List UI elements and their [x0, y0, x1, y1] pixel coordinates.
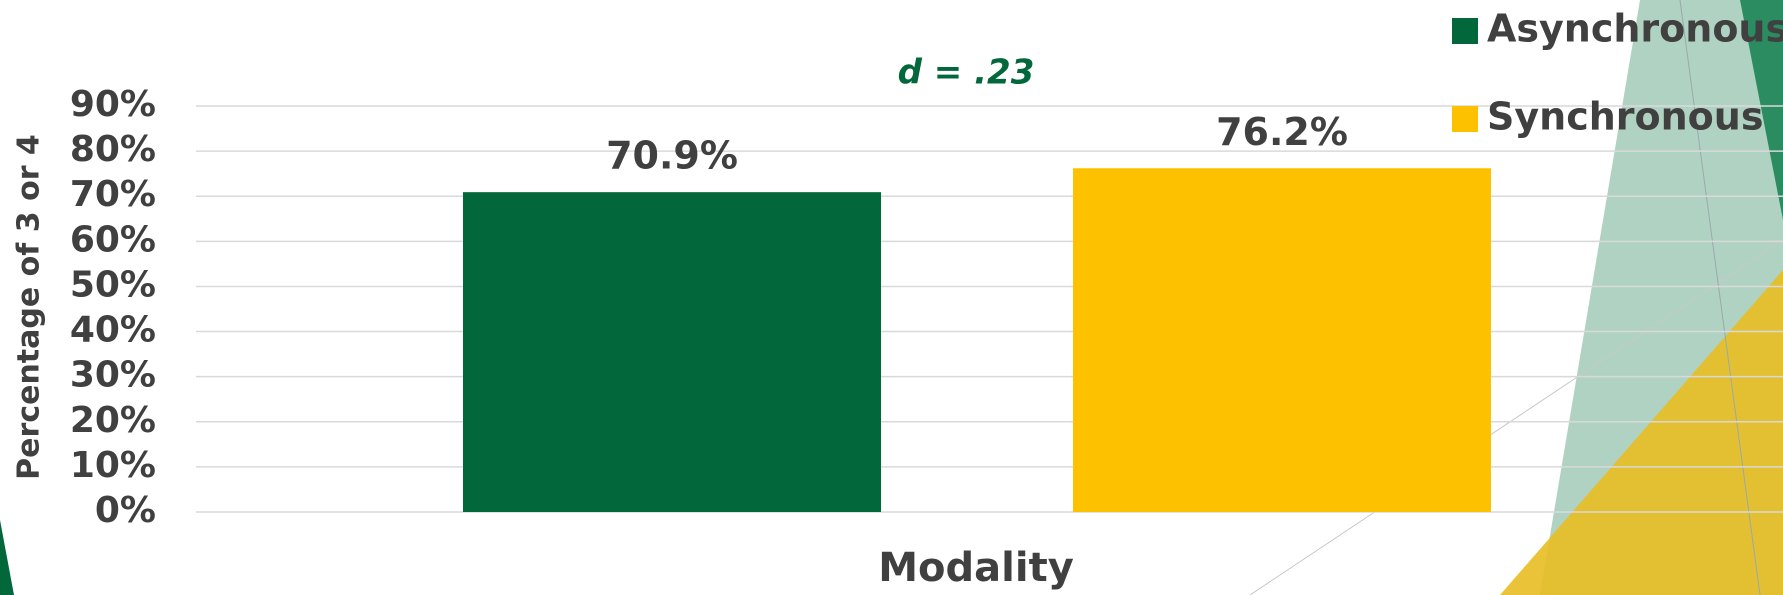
y-tick-label: 40%	[70, 310, 156, 351]
y-tick-label: 70%	[70, 174, 156, 215]
y-tick-label: 80%	[70, 129, 156, 170]
y-tick-label: 10%	[70, 445, 156, 486]
legend-label: Synchronous	[1487, 95, 1763, 139]
y-tick-label: 20%	[70, 400, 156, 441]
data-label: 76.2%	[1216, 110, 1348, 154]
legend-label: Asynchronous	[1487, 7, 1783, 51]
annotation: d = .23	[898, 53, 1035, 93]
legend-swatch	[1452, 106, 1478, 132]
y-axis-label: Percentage of 3 or 4	[12, 134, 47, 480]
data-label: 70.9%	[606, 134, 738, 178]
y-tick-label: 60%	[70, 219, 156, 260]
bar	[463, 192, 881, 512]
y-tick-label: 0%	[95, 490, 156, 531]
legend-swatch	[1452, 18, 1478, 44]
bar	[1073, 168, 1491, 512]
x-axis-label: Modality	[878, 545, 1074, 591]
y-tick-label: 30%	[70, 355, 156, 396]
y-tick-label: 90%	[70, 84, 156, 125]
y-tick-label: 50%	[70, 264, 156, 305]
